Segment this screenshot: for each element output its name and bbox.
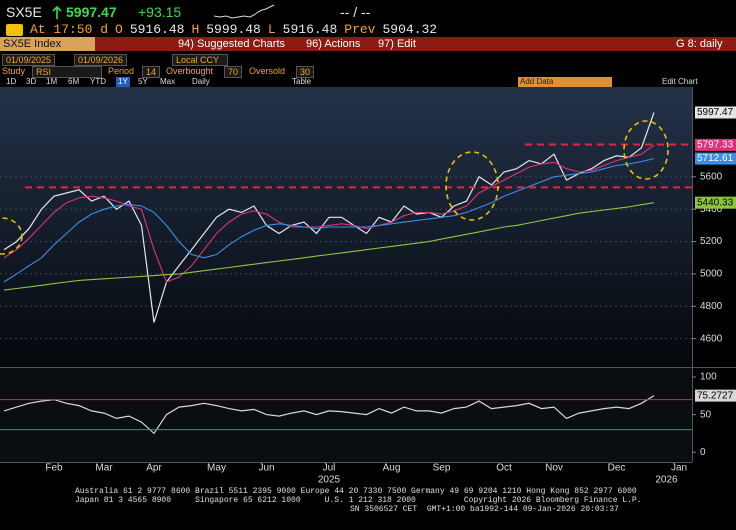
up-arrow bbox=[52, 6, 62, 19]
period-label: Period bbox=[108, 66, 135, 76]
menu-bar bbox=[0, 37, 736, 51]
x-year-label: 2025 bbox=[318, 475, 341, 486]
period-button[interactable]: 1M bbox=[46, 77, 58, 86]
last-value-tag bbox=[695, 389, 736, 402]
menu-item[interactable]: 97) Edit bbox=[378, 38, 416, 50]
x-tick-label: Jul bbox=[323, 463, 336, 474]
menu-item[interactable]: 96) Actions bbox=[306, 38, 361, 50]
x-tick-label: Apr bbox=[146, 463, 162, 474]
last-value-label: 75.2727 bbox=[697, 390, 734, 401]
security[interactable]: SX5E Index bbox=[0, 37, 95, 51]
series-line bbox=[3, 395, 655, 435]
high: 5999.48 bbox=[206, 22, 261, 37]
study-name[interactable]: RSI bbox=[32, 66, 102, 78]
last-value-label: 5440.33 bbox=[697, 197, 734, 208]
price-line bbox=[3, 112, 655, 323]
series-line bbox=[3, 202, 655, 291]
frequency[interactable]: Daily bbox=[192, 77, 210, 86]
x-tick-label: Mar bbox=[95, 463, 113, 474]
last-value-tag bbox=[695, 152, 736, 165]
bid-ask: -- / -- bbox=[340, 4, 371, 20]
last-value-tag bbox=[695, 196, 736, 209]
open: 5916.48 bbox=[129, 22, 185, 37]
period-button[interactable]: 1Y bbox=[116, 77, 130, 87]
high-label: H bbox=[191, 22, 200, 37]
y-tick-label: 0 bbox=[700, 447, 706, 458]
x-year-label: 2026 bbox=[655, 475, 678, 486]
oversold-label: Oversold bbox=[249, 66, 286, 76]
x-tick-label: Jun bbox=[258, 463, 274, 474]
y-tick-label: 100 bbox=[700, 372, 717, 383]
low-label: L bbox=[267, 22, 276, 37]
quote-line: At 17:50 d O 5916.48 H 5999.48 L 5916.48 Prev 59… bbox=[30, 22, 444, 37]
currency[interactable]: Local CCY bbox=[172, 54, 228, 66]
period-button[interactable]: 3D bbox=[26, 77, 37, 86]
y-tick-label: 4600 bbox=[700, 333, 723, 344]
footer-line: SN 3506527 CET GMT+1:00 ba1992-144 09-Ja… bbox=[350, 505, 619, 514]
last-value-label: 5712.61 bbox=[697, 153, 734, 164]
x-tick-label: Jan bbox=[671, 463, 687, 474]
last-value-tag bbox=[695, 106, 736, 119]
overbought-label: Overbought bbox=[166, 66, 214, 76]
end-date[interactable]: 01/09/2026 bbox=[74, 54, 128, 66]
start-date[interactable]: 01/09/2025 bbox=[2, 54, 56, 66]
overbought[interactable]: 70 bbox=[224, 66, 243, 78]
x-tick-label: Aug bbox=[383, 463, 401, 474]
x-tick-label: Nov bbox=[545, 463, 563, 474]
rsi-panel bbox=[0, 368, 692, 462]
menu-item[interactable]: 94) Suggested Charts bbox=[178, 38, 286, 50]
last-value-tag bbox=[695, 138, 736, 151]
x-tick-label: May bbox=[207, 463, 226, 474]
net-change: +93.15 bbox=[138, 4, 182, 20]
period-button[interactable]: 6M bbox=[68, 77, 80, 86]
last-price: 5997.47 bbox=[66, 4, 117, 20]
series-line bbox=[3, 158, 655, 283]
period[interactable]: 14 bbox=[142, 66, 161, 78]
y-tick-label: 4800 bbox=[700, 301, 723, 312]
table-button[interactable]: Table bbox=[292, 77, 312, 86]
x-tick-label: Oct bbox=[496, 463, 512, 474]
footer-line: Australia 61 2 9777 8600 Brazil 5511 239… bbox=[75, 487, 637, 496]
oversold[interactable]: 30 bbox=[296, 66, 315, 78]
series-line bbox=[3, 144, 655, 283]
x-tick-label: Feb bbox=[45, 463, 63, 474]
highlight-circle bbox=[445, 151, 499, 221]
y-tick-label: 5400 bbox=[700, 204, 723, 215]
highlight-circle bbox=[0, 217, 23, 255]
x-tick-label: Dec bbox=[608, 463, 626, 474]
last-value-label: 5797.33 bbox=[697, 140, 734, 151]
y-tick-label: 5000 bbox=[700, 269, 723, 280]
footer-line: Japan 81 3 4565 8900 Singapore 65 6212 1… bbox=[75, 496, 642, 505]
clock-icon[interactable] bbox=[6, 24, 23, 36]
sparkline bbox=[214, 4, 275, 19]
prev-label: Prev bbox=[344, 22, 376, 37]
x-tick-label: Sep bbox=[433, 463, 451, 474]
period-button[interactable]: 1D bbox=[6, 77, 17, 86]
highlight-circle bbox=[623, 120, 669, 180]
y-tick-label: 5200 bbox=[700, 236, 723, 247]
period-button[interactable]: YTD bbox=[90, 77, 106, 86]
y-tick-label: 50 bbox=[700, 409, 712, 420]
low: 5916.48 bbox=[282, 22, 338, 37]
prev: 5904.32 bbox=[382, 22, 438, 37]
last-value-label: 5997.47 bbox=[697, 107, 734, 118]
open-label: O bbox=[115, 22, 123, 37]
study-label: Study bbox=[2, 66, 26, 76]
y-tick-label: 5600 bbox=[700, 171, 723, 182]
edit-chart[interactable]: Edit Chart bbox=[662, 77, 698, 86]
page-id[interactable]: G 8: daily bbox=[676, 38, 723, 50]
period-button[interactable]: Max bbox=[160, 77, 176, 86]
time: At 17:50 d bbox=[30, 22, 109, 37]
add-data[interactable]: Add Data bbox=[518, 77, 612, 87]
ticker: SX5E bbox=[6, 4, 42, 20]
period-button[interactable]: 5Y bbox=[138, 77, 148, 86]
